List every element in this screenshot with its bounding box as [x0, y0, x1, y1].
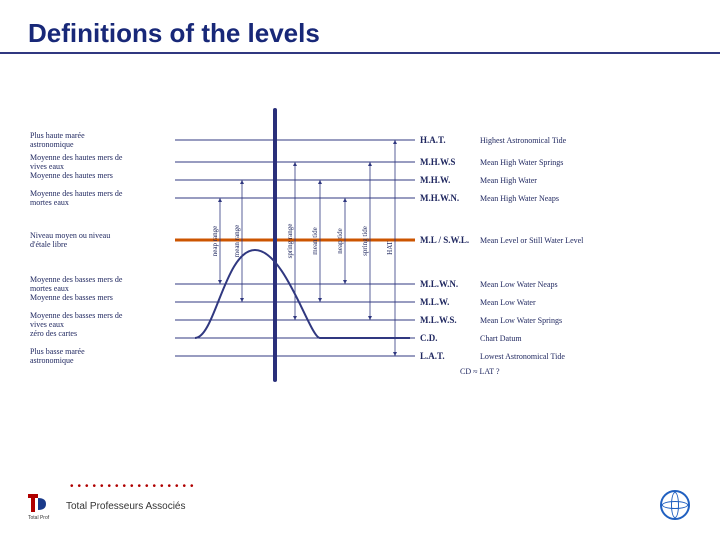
svg-text:M.H.W.: M.H.W. [420, 175, 450, 185]
svg-text:Moyenne des hautes mers: Moyenne des hautes mers [30, 171, 113, 180]
svg-text:mean range: mean range [233, 225, 241, 257]
svg-text:Chart Datum: Chart Datum [480, 334, 522, 343]
svg-text:C.D.: C.D. [420, 333, 438, 343]
svg-text:spring range: spring range [286, 224, 294, 259]
svg-text:astronomique: astronomique [30, 356, 74, 365]
svg-text:Total Prof: Total Prof [28, 515, 50, 520]
svg-text:neap tide: neap tide [336, 228, 344, 253]
svg-text:mortes eaux: mortes eaux [30, 284, 69, 293]
svg-text:L.A.T.: L.A.T. [420, 351, 445, 361]
svg-text:HAT: HAT [386, 240, 394, 254]
svg-text:M.L.W.: M.L.W. [420, 297, 449, 307]
footer-dots: ••••••••••••••••• [70, 481, 198, 492]
svg-text:astronomique: astronomique [30, 140, 74, 149]
svg-text:CD ≈ LAT ?: CD ≈ LAT ? [460, 367, 500, 376]
svg-text:H.A.T.: H.A.T. [420, 135, 446, 145]
svg-text:zéro des cartes: zéro des cartes [30, 329, 77, 338]
svg-text:M.H.W.S: M.H.W.S [420, 157, 455, 167]
svg-text:Plus basse marée: Plus basse marée [30, 347, 85, 356]
svg-text:d'étale libre: d'étale libre [30, 240, 68, 249]
svg-text:Moyenne des hautes mers de: Moyenne des hautes mers de [30, 189, 123, 198]
svg-text:M.L / S.W.L.: M.L / S.W.L. [420, 235, 469, 245]
svg-text:Mean Low Water Neaps: Mean Low Water Neaps [480, 280, 558, 289]
svg-text:mean tide: mean tide [311, 227, 319, 254]
svg-text:Moyenne des basses mers: Moyenne des basses mers [30, 293, 113, 302]
svg-text:Highest Astronomical Tide: Highest Astronomical Tide [480, 136, 567, 145]
tidal-levels-diagram: Plus haute maréeastronomiqueH.A.T.Highes… [20, 80, 700, 420]
title-underline [0, 52, 720, 54]
svg-text:Moyenne des hautes mers de: Moyenne des hautes mers de [30, 153, 123, 162]
svg-text:Moyenne des basses mers de: Moyenne des basses mers de [30, 275, 123, 284]
total-prof-logo: Total Prof [28, 492, 56, 520]
svg-text:Moyenne des basses mers de: Moyenne des basses mers de [30, 311, 123, 320]
svg-text:mortes eaux: mortes eaux [30, 198, 69, 207]
svg-text:vives eaux: vives eaux [30, 320, 64, 329]
svg-text:M.H.W.N.: M.H.W.N. [420, 193, 459, 203]
footer-globe [660, 490, 690, 520]
svg-text:spring tide: spring tide [361, 226, 369, 256]
svg-text:Mean High Water Neaps: Mean High Water Neaps [480, 194, 559, 203]
page-title: Definitions of the levels [28, 18, 320, 49]
globe-icon [660, 490, 690, 520]
footer-org: Total Professeurs Associés [66, 501, 186, 512]
svg-text:Lowest Astronomical Tide: Lowest Astronomical Tide [480, 352, 565, 361]
svg-text:neap range: neap range [211, 226, 219, 257]
svg-text:M.L.W.S.: M.L.W.S. [420, 315, 457, 325]
svg-text:vives eaux: vives eaux [30, 162, 64, 171]
svg-text:Mean Low Water: Mean Low Water [480, 298, 536, 307]
svg-text:Mean High Water Springs: Mean High Water Springs [480, 158, 563, 167]
footer: Total Prof Total Professeurs Associés [28, 492, 186, 520]
svg-text:Plus haute marée: Plus haute marée [30, 131, 85, 140]
svg-text:Mean Low Water Springs: Mean Low Water Springs [480, 316, 562, 325]
svg-text:Niveau moyen ou niveau: Niveau moyen ou niveau [30, 231, 110, 240]
svg-text:Mean High Water: Mean High Water [480, 176, 537, 185]
svg-text:M.L.W.N.: M.L.W.N. [420, 279, 458, 289]
svg-text:Mean Level or Still Water Leve: Mean Level or Still Water Level [480, 236, 584, 245]
